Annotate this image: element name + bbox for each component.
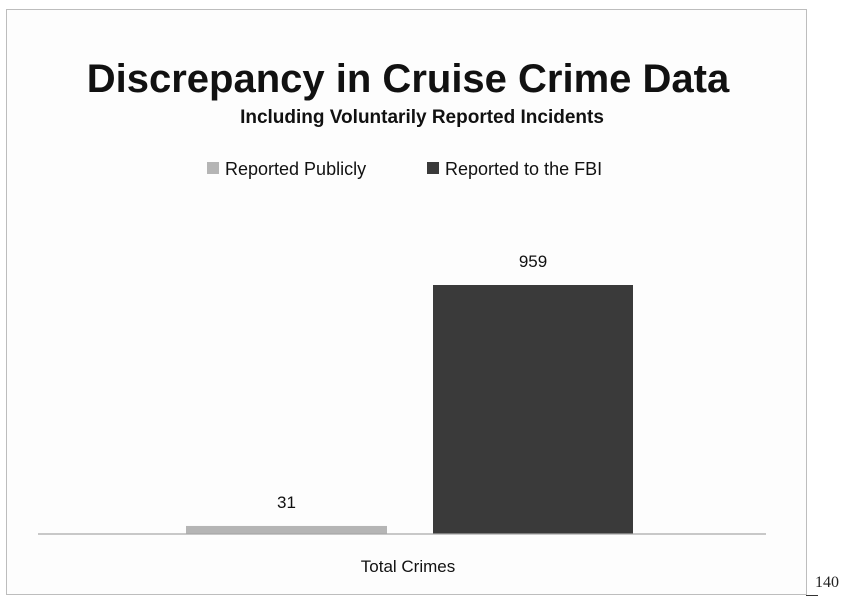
legend-label-2: Reported to the FBI xyxy=(445,159,602,179)
chart-subtitle: Including Voluntarily Reported Incidents xyxy=(240,107,604,128)
bar-2 xyxy=(433,285,633,534)
legend-label-1: Reported Publicly xyxy=(225,159,366,179)
bars xyxy=(186,285,633,534)
category-label: Total Crimes xyxy=(361,557,455,576)
page-tick xyxy=(806,595,818,596)
data-label-2: 959 xyxy=(519,252,547,271)
data-label-1: 31 xyxy=(277,493,296,512)
data-labels: 31 959 xyxy=(277,252,547,512)
chart-title: Discrepancy in Cruise Crime Data xyxy=(87,57,730,101)
legend: Reported Publicly Reported to the FBI xyxy=(207,159,602,179)
page-number: 140 xyxy=(815,574,839,591)
chart-frame xyxy=(6,9,807,595)
category-labels: Total Crimes xyxy=(361,557,455,576)
bar-1 xyxy=(186,525,387,534)
legend-swatch-2 xyxy=(427,162,439,174)
legend-swatch-1 xyxy=(207,162,219,174)
